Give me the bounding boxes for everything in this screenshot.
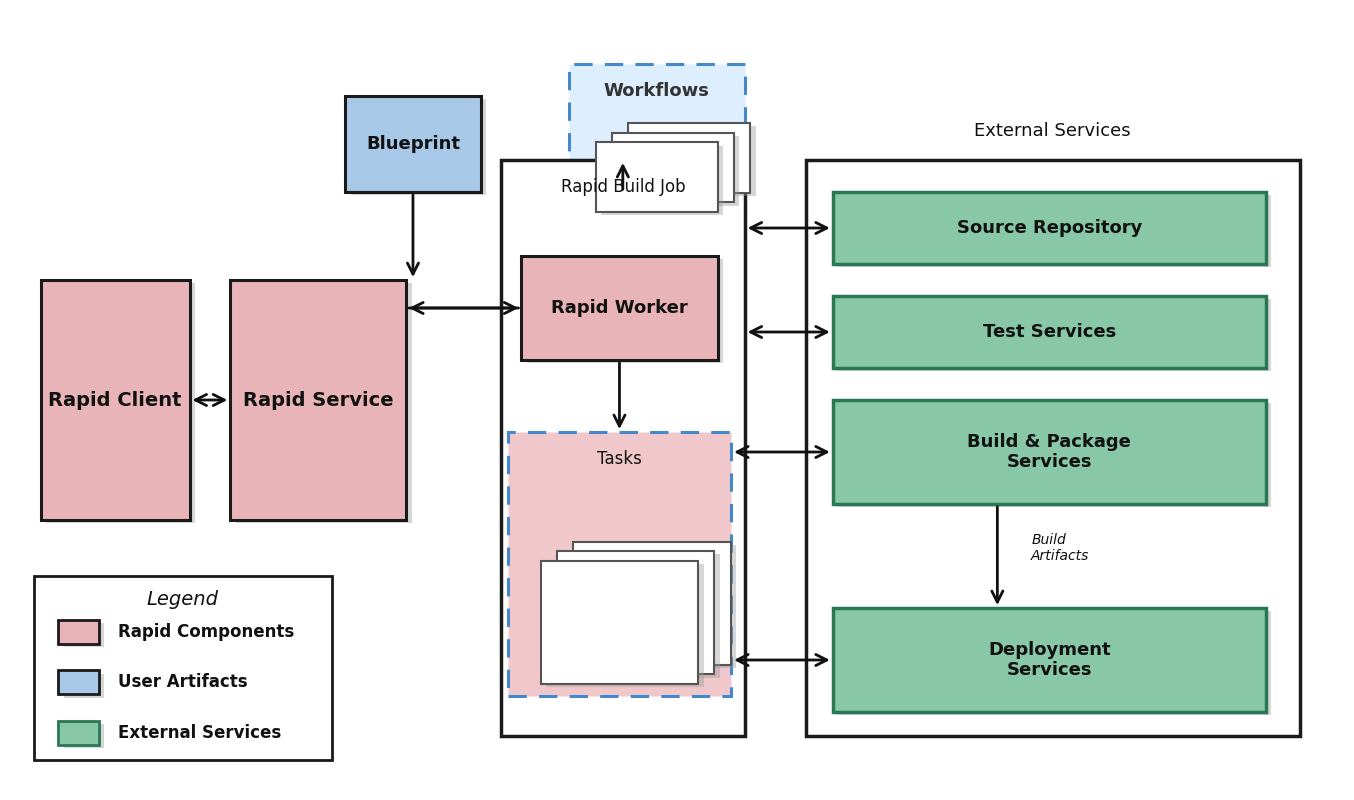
Bar <box>540 561 699 684</box>
Bar <box>612 133 734 202</box>
Bar <box>501 160 745 736</box>
Text: External Services: External Services <box>118 724 282 742</box>
Bar <box>34 576 332 760</box>
Bar <box>556 551 715 674</box>
Bar <box>634 126 756 196</box>
Bar <box>58 670 99 694</box>
Bar <box>64 623 104 647</box>
Bar <box>64 674 104 698</box>
Bar <box>838 299 1271 371</box>
Bar <box>596 142 718 212</box>
Bar <box>833 296 1266 368</box>
Bar <box>527 259 723 363</box>
Text: Rapid Build Job: Rapid Build Job <box>561 178 685 196</box>
Text: Test Services: Test Services <box>983 323 1116 341</box>
Bar <box>41 280 190 520</box>
Text: Blueprint: Blueprint <box>366 135 460 153</box>
Bar <box>838 403 1271 507</box>
Text: Rapid Components: Rapid Components <box>118 623 294 641</box>
Bar <box>521 256 718 360</box>
Bar <box>508 432 731 696</box>
Bar <box>569 64 745 224</box>
Bar <box>351 99 486 195</box>
Bar <box>58 721 99 745</box>
Text: External Services: External Services <box>975 122 1131 140</box>
Bar <box>546 564 704 687</box>
Bar <box>578 545 737 668</box>
Text: Rapid Worker: Rapid Worker <box>551 299 688 317</box>
Text: Deployment
Services: Deployment Services <box>988 641 1110 679</box>
Text: Build
Artifacts: Build Artifacts <box>1032 533 1090 563</box>
Text: Source Repository: Source Repository <box>957 219 1141 237</box>
Text: Legend: Legend <box>146 590 219 610</box>
Bar <box>230 280 406 520</box>
Bar <box>64 724 104 748</box>
Text: Build & Package
Services: Build & Package Services <box>967 433 1132 471</box>
Bar <box>617 136 739 206</box>
Bar <box>806 160 1300 736</box>
Bar <box>601 146 723 215</box>
Bar <box>58 620 99 644</box>
Bar <box>833 608 1266 712</box>
Text: Rapid Service: Rapid Service <box>242 390 394 410</box>
Bar <box>573 542 731 665</box>
Text: Workflows: Workflows <box>604 82 709 100</box>
Bar <box>838 195 1271 267</box>
Text: Tasks: Tasks <box>597 450 642 467</box>
Bar <box>833 192 1266 264</box>
Bar <box>345 96 481 192</box>
Text: Rapid Client: Rapid Client <box>49 390 181 410</box>
Bar <box>838 611 1271 715</box>
Bar <box>46 283 195 523</box>
Bar <box>562 554 720 678</box>
Bar <box>236 283 412 523</box>
Bar <box>833 400 1266 504</box>
Bar <box>628 123 750 193</box>
Text: User Artifacts: User Artifacts <box>118 674 248 691</box>
